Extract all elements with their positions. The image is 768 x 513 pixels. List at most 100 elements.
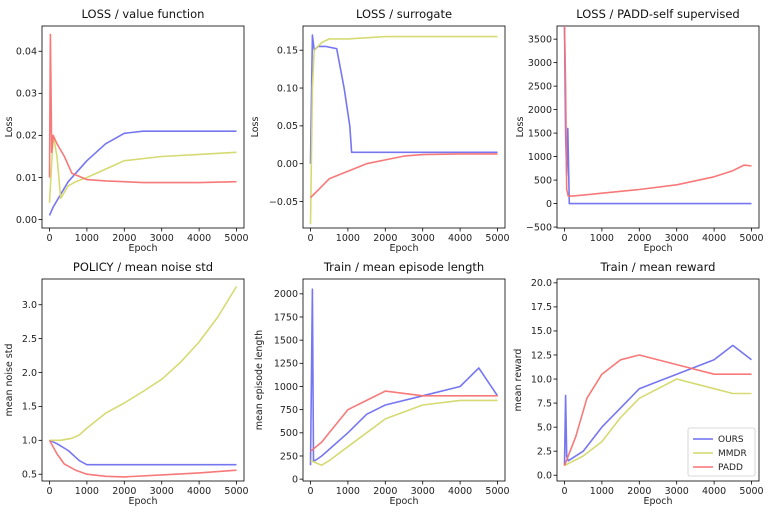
y-tick-label: 2.5: [22, 334, 37, 345]
x-axis-label: Epoch: [389, 496, 418, 507]
series-line-mmdr: [309, 35, 498, 225]
y-tick-label: 3.0: [22, 300, 37, 311]
x-tick-label: 4000: [448, 233, 472, 244]
y-tick-label: −0.05: [269, 197, 298, 208]
legend-label-padd: PADD: [718, 463, 743, 473]
series-line-ours: [49, 439, 237, 466]
series-line-mmdr: [564, 378, 752, 467]
y-tick-label: 250: [280, 451, 298, 462]
panel-mean-noise-std: POLICY / mean noise std Epoch mean noise…: [4, 260, 249, 507]
y-tick-label: 7.5: [537, 398, 552, 409]
panel-value-function: LOSS / value function Epoch Loss 0 1000 20…: [4, 7, 249, 254]
x-tick-label: 3000: [150, 233, 174, 244]
y-tick-label: 1500: [528, 128, 552, 139]
y-axis-label: mean episode length: [254, 330, 265, 430]
y-tick-label: 0: [546, 199, 552, 210]
x-tick-label: 2000: [112, 486, 136, 497]
y-tick-label: 3000: [528, 58, 552, 69]
x-axis-label: Epoch: [643, 243, 672, 254]
series-line-ours: [48, 130, 237, 216]
x-tick-label: 4000: [702, 233, 726, 244]
panel-title: LOSS / PADD-self supervised: [576, 7, 739, 21]
x-tick-label: 3000: [665, 233, 689, 244]
x-tick-label: 2000: [627, 233, 651, 244]
panel-surrogate: LOSS / surrogate Epoch Loss 0 1000 2000 300…: [250, 7, 510, 254]
x-tick-label: 5000: [485, 233, 509, 244]
y-tick-label: 2.0: [22, 368, 37, 379]
series-line-padd: [309, 390, 498, 452]
x-tick-label: 0: [46, 486, 52, 497]
series-line-padd: [563, 25, 752, 197]
y-tick-label: 0.02: [16, 131, 37, 142]
series-line-ours: [563, 25, 752, 205]
x-tick-label: 2000: [373, 486, 397, 497]
x-axis-label: Epoch: [643, 496, 672, 507]
legend: OURS MMDR PADD: [687, 427, 756, 477]
series-line-mmdr: [310, 399, 498, 467]
series-line-mmdr: [49, 286, 238, 442]
y-tick-label: 1.5: [22, 402, 37, 413]
y-axis-label: Loss: [515, 117, 526, 138]
y-tick-label: 3500: [528, 34, 552, 45]
y-tick-label: 500: [280, 428, 298, 439]
y-axis-label: Loss: [4, 117, 15, 138]
x-tick-label: 0: [307, 233, 313, 244]
panel-mean-reward: Train / mean reward Epoch mean reward 0 1…: [513, 260, 764, 507]
panel-title: Train / mean reward: [600, 260, 716, 274]
x-tick-label: 1000: [590, 233, 614, 244]
panel-padd-self-supervised: LOSS / PADD-self supervised Epoch Loss 0…: [515, 7, 764, 254]
x-tick-label: 1000: [336, 233, 360, 244]
x-axis-label: Epoch: [128, 243, 157, 254]
y-tick-label: 2000: [528, 105, 552, 116]
x-tick-label: 2000: [373, 233, 397, 244]
y-tick-label: 15.0: [531, 326, 552, 337]
x-tick-label: 5000: [224, 233, 248, 244]
y-tick-label: 0.00: [277, 159, 298, 170]
x-tick-label: 4000: [187, 486, 211, 497]
y-tick-label: 0.05: [277, 121, 298, 132]
x-tick-label: 3000: [150, 486, 174, 497]
series-line-padd: [48, 439, 237, 478]
x-tick-label: 4000: [448, 486, 472, 497]
x-tick-label: 3000: [411, 486, 435, 497]
panel-title: LOSS / surrogate: [356, 7, 452, 21]
y-tick-label: 17.5: [531, 302, 552, 313]
y-tick-label: 0.0: [537, 471, 552, 482]
y-tick-label: 500: [534, 175, 552, 186]
y-tick-label: 0.01: [16, 173, 37, 184]
x-tick-label: 1000: [336, 486, 360, 497]
x-tick-label: 2000: [627, 486, 651, 497]
y-tick-label: 0.15: [277, 46, 298, 57]
series-line-padd: [309, 153, 498, 199]
x-tick-label: 0: [561, 233, 567, 244]
y-tick-label: 0.10: [277, 83, 298, 94]
y-axis-label: Loss: [250, 117, 261, 138]
y-tick-label: 750: [280, 405, 298, 416]
x-tick-label: 4000: [702, 486, 726, 497]
y-tick-label: 1.0: [22, 436, 37, 447]
x-tick-label: 1000: [75, 486, 99, 497]
series-line-ours: [309, 34, 498, 164]
panel-title: LOSS / value function: [82, 7, 205, 21]
x-tick-label: 3000: [665, 486, 689, 497]
series-line-ours: [309, 288, 499, 466]
series-line-padd: [48, 33, 237, 184]
y-tick-label: 5.0: [537, 422, 552, 433]
x-axis-label: Epoch: [389, 243, 418, 254]
x-tick-label: 1000: [75, 233, 99, 244]
x-tick-label: 0: [561, 486, 567, 497]
y-tick-label: 1500: [274, 335, 298, 346]
legend-box: [687, 427, 756, 477]
x-tick-label: 0: [46, 233, 52, 244]
y-axis-label: mean noise std: [4, 344, 15, 417]
panel-title: POLICY / mean noise std: [73, 260, 213, 274]
y-tick-label: 1000: [528, 152, 552, 163]
y-tick-label: 0.5: [22, 470, 37, 481]
series-line-padd: [563, 354, 752, 466]
y-tick-label: 2500: [528, 81, 552, 92]
x-tick-label: 3000: [411, 233, 435, 244]
panel-title: Train / mean episode length: [323, 260, 484, 274]
y-tick-label: 0: [292, 474, 298, 485]
x-tick-label: 5000: [224, 486, 248, 497]
y-tick-label: 0.00: [16, 215, 37, 226]
